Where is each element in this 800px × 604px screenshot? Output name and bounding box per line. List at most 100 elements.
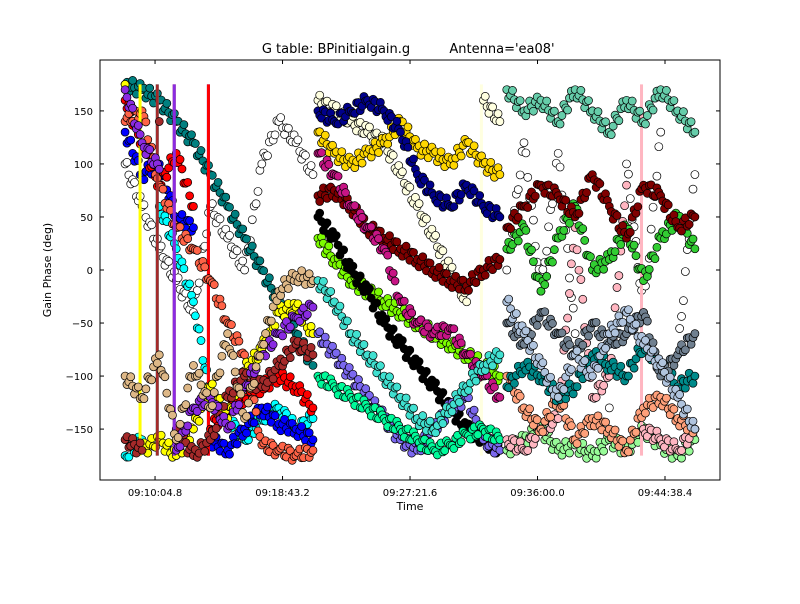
data-point <box>244 398 253 408</box>
data-point <box>160 372 170 382</box>
data-point <box>582 188 591 197</box>
data-point <box>411 135 420 144</box>
data-point <box>504 383 514 393</box>
data-point <box>261 329 270 338</box>
data-point <box>565 340 574 350</box>
data-point <box>217 351 227 361</box>
data-point <box>438 246 448 256</box>
data-point <box>549 106 559 116</box>
data-point <box>392 382 402 392</box>
y-tick-label: −50 <box>72 319 93 330</box>
data-point <box>644 264 654 274</box>
data-point <box>308 361 318 370</box>
data-point <box>383 139 393 149</box>
data-point <box>553 148 563 158</box>
data-point <box>584 96 593 105</box>
data-point <box>486 157 496 167</box>
data-point <box>304 428 314 438</box>
data-point <box>690 371 700 381</box>
data-point <box>158 184 168 194</box>
series-scan2-9 <box>313 371 505 460</box>
data-point <box>422 214 431 224</box>
data-point <box>354 375 363 384</box>
data-point <box>306 322 316 331</box>
data-point <box>179 120 189 129</box>
data-point <box>652 242 662 252</box>
data-point <box>255 351 265 361</box>
data-point <box>572 346 582 356</box>
data-point <box>480 270 490 280</box>
data-point <box>405 182 415 192</box>
data-point <box>339 245 349 255</box>
data-point <box>154 164 164 174</box>
data-point <box>194 416 204 426</box>
data-point <box>624 447 633 457</box>
data-point <box>414 357 424 366</box>
data-point <box>523 446 533 455</box>
data-point <box>580 236 590 245</box>
data-point <box>223 329 232 338</box>
data-point <box>128 103 137 113</box>
plot-area <box>120 76 700 465</box>
data-point <box>578 340 588 350</box>
x-tick-label: 09:44:38.4 <box>638 488 692 499</box>
data-point <box>420 175 429 185</box>
data-point <box>557 328 567 338</box>
data-point <box>642 272 652 281</box>
data-point <box>200 262 210 272</box>
data-point <box>447 262 457 272</box>
data-point <box>690 127 700 137</box>
data-point <box>593 363 603 373</box>
data-point <box>198 356 208 365</box>
data-point <box>227 320 236 330</box>
data-point <box>642 111 652 120</box>
data-point <box>646 224 656 234</box>
data-point <box>189 202 198 211</box>
data-point <box>326 287 336 296</box>
data-point <box>124 452 134 462</box>
data-point <box>565 273 574 283</box>
data-point <box>251 407 261 417</box>
data-point <box>270 130 280 140</box>
data-point <box>669 96 679 105</box>
data-point <box>523 173 533 182</box>
data-point <box>593 107 603 116</box>
data-point <box>650 254 660 264</box>
data-point <box>648 345 658 355</box>
data-point <box>232 439 242 449</box>
data-point <box>542 246 552 256</box>
data-point <box>442 269 451 278</box>
data-point <box>532 321 542 330</box>
data-point <box>320 332 330 342</box>
data-point <box>513 185 523 194</box>
y-tick-label: −100 <box>66 372 93 383</box>
data-point <box>194 368 204 378</box>
data-point <box>120 85 130 95</box>
data-point <box>642 316 652 326</box>
data-point <box>126 372 136 382</box>
data-point <box>473 430 483 440</box>
data-point <box>511 309 521 318</box>
series-scan2-10 <box>313 276 505 438</box>
data-point <box>162 99 172 108</box>
data-point <box>145 145 155 154</box>
data-point <box>308 170 318 179</box>
data-point <box>679 107 688 116</box>
data-point <box>190 311 200 321</box>
data-point <box>263 151 272 161</box>
data-point <box>493 109 503 119</box>
data-point <box>495 350 505 360</box>
data-point <box>679 296 688 305</box>
data-point <box>688 378 698 388</box>
data-point <box>548 257 557 267</box>
data-point <box>610 328 620 338</box>
x-tick-label: 09:36:00.0 <box>510 488 564 499</box>
data-point <box>627 96 637 106</box>
data-point <box>355 271 365 281</box>
data-point <box>368 351 378 360</box>
data-point <box>242 411 251 421</box>
data-point <box>438 388 448 397</box>
data-point <box>268 340 278 349</box>
data-point <box>175 442 185 452</box>
data-point <box>544 222 553 232</box>
